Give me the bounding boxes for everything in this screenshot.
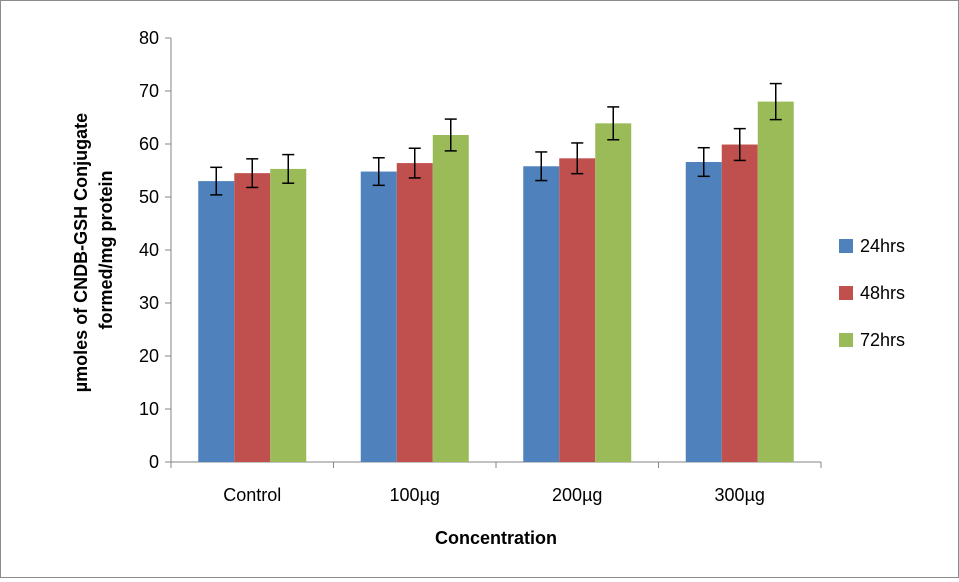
x-tick-label: 100µg [390, 485, 440, 505]
bar [360, 171, 397, 462]
bar [523, 166, 560, 462]
bar [559, 158, 596, 462]
bar [270, 168, 307, 462]
y-tick-label: 50 [139, 187, 159, 207]
bar [432, 134, 469, 463]
bar [198, 181, 235, 462]
y-tick-label: 40 [139, 240, 159, 260]
y-tick-label: 60 [139, 134, 159, 154]
x-tick-label: Control [223, 485, 281, 505]
y-axis-label-line-1: µmoles of CNDB-GSH Conjugate [71, 113, 91, 392]
y-tick-label: 80 [139, 28, 159, 48]
x-tick-labels: Control 100µg 200µg 300µg [223, 485, 765, 505]
y-tick-label: 10 [139, 399, 159, 419]
y-axis-label: µmoles of CNDB-GSH Conjugate formed/mg p… [71, 108, 116, 392]
bar [685, 162, 722, 462]
y-tick-label: 0 [149, 452, 159, 472]
error-bars [210, 82, 782, 196]
legend-swatch [839, 239, 853, 253]
y-tick-labels: 0 10 20 30 40 50 60 70 80 [139, 28, 159, 472]
legend: 24hrs 48hrs 72hrs [839, 236, 905, 350]
y-tick-label: 70 [139, 81, 159, 101]
bar [757, 101, 794, 462]
legend-label: 48hrs [860, 283, 905, 303]
x-axis-label: Concentration [435, 528, 557, 548]
legend-label: 24hrs [860, 236, 905, 256]
legend-swatch [839, 286, 853, 300]
bar [595, 123, 632, 462]
legend-swatch [839, 333, 853, 347]
x-tick-label: 300µg [715, 485, 765, 505]
y-tick-label: 20 [139, 346, 159, 366]
legend-label: 72hrs [860, 330, 905, 350]
bar [234, 173, 271, 462]
bar [721, 144, 758, 462]
bars [198, 101, 794, 463]
y-tick-label: 30 [139, 293, 159, 313]
x-tick-label: 200µg [552, 485, 602, 505]
y-axis-label-line-2: formed/mg protein [96, 170, 116, 329]
bar [396, 163, 433, 462]
